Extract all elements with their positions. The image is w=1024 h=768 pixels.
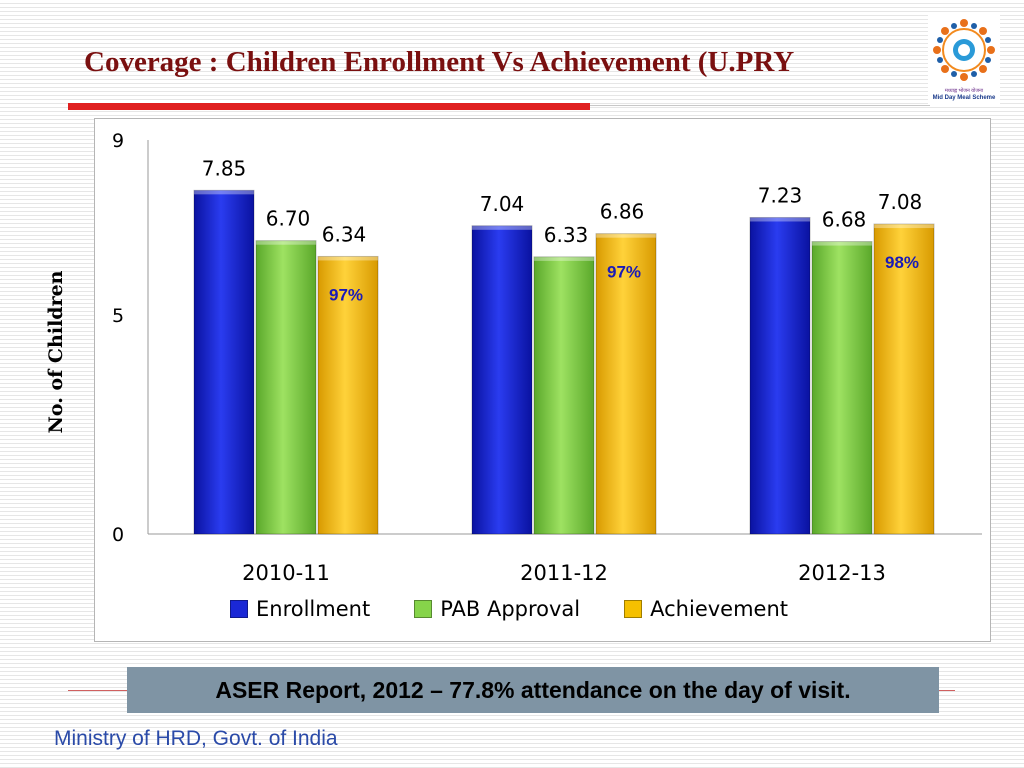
y-tick-label: 9: [112, 130, 124, 152]
title-underline: [68, 103, 590, 110]
bar-top-highlight: [874, 224, 934, 229]
legend-label-achievement: Achievement: [650, 597, 789, 621]
data-label: 7.85: [202, 156, 247, 180]
bar-pab-approval: [811, 241, 873, 535]
title-underline-thin: [590, 105, 930, 106]
mid-day-meal-logo-icon: [933, 19, 995, 81]
achievement-percent-label: 98%: [885, 253, 919, 272]
legend-swatch-enrollment: [230, 600, 248, 618]
bar-top-highlight: [596, 233, 656, 238]
bar-top-highlight: [534, 256, 594, 261]
footer-text: Ministry of HRD, Govt. of India: [54, 727, 338, 750]
x-category-label: 2010-11: [242, 561, 330, 585]
data-label: 6.68: [822, 208, 867, 232]
bar-enrollment: [471, 225, 533, 535]
chart-legend: Enrollment PAB Approval Achievement: [230, 594, 788, 624]
bar-achievement: [873, 223, 935, 535]
legend-label-pab-approval: PAB Approval: [440, 597, 581, 621]
bar-top-highlight: [750, 217, 810, 222]
mid-day-meal-logo: मध्याह्न भोजन योजना Mid Day Meal Scheme: [928, 14, 1000, 104]
logo-caption-english: Mid Day Meal Scheme: [932, 95, 996, 101]
achievement-percent-label: 97%: [607, 263, 641, 282]
bar-top-highlight: [194, 190, 254, 195]
y-tick-label: 0: [112, 524, 124, 546]
y-tick-label: 5: [112, 305, 124, 327]
data-label: 7.23: [758, 183, 803, 207]
legend-swatch-achievement: [624, 600, 643, 618]
achievement-percent-label: 97%: [329, 285, 363, 304]
bar-achievement: [595, 233, 657, 535]
legend-item-enrollment: Enrollment: [230, 597, 370, 621]
bar-top-highlight: [318, 256, 378, 261]
legend-item-achievement: Achievement: [624, 597, 788, 621]
bar-top-highlight: [812, 241, 872, 246]
legend-swatch-pab-approval: [414, 600, 433, 618]
bar-enrollment: [749, 216, 811, 535]
bar-top-highlight: [256, 240, 316, 245]
note-rule-right: [939, 690, 955, 691]
legend-item-pab-approval: PAB Approval: [414, 597, 580, 621]
data-label: 6.86: [600, 200, 645, 224]
x-category-label: 2011-12: [520, 561, 608, 585]
bar-top-highlight: [472, 225, 532, 230]
legend-label-enrollment: Enrollment: [256, 597, 371, 621]
data-label: 7.08: [878, 190, 923, 214]
note-rule-left: [68, 690, 127, 691]
slide-title: Coverage : Children Enrollment Vs Achiev…: [84, 46, 795, 78]
bar-pab-approval: [255, 240, 317, 535]
data-label: 6.70: [266, 207, 311, 231]
data-label: 6.34: [322, 222, 367, 246]
bar-enrollment: [193, 189, 255, 535]
x-category-label: 2012-13: [798, 561, 886, 585]
data-label: 6.33: [544, 223, 589, 247]
bar-achievement: [317, 255, 379, 535]
aser-note: ASER Report, 2012 – 77.8% attendance on …: [127, 667, 939, 713]
y-axis-title: No. of Children: [45, 270, 67, 433]
bar-pab-approval: [533, 256, 595, 535]
data-label: 7.04: [480, 192, 525, 216]
logo-caption-hindi: मध्याह्न भोजन योजना: [944, 88, 984, 94]
